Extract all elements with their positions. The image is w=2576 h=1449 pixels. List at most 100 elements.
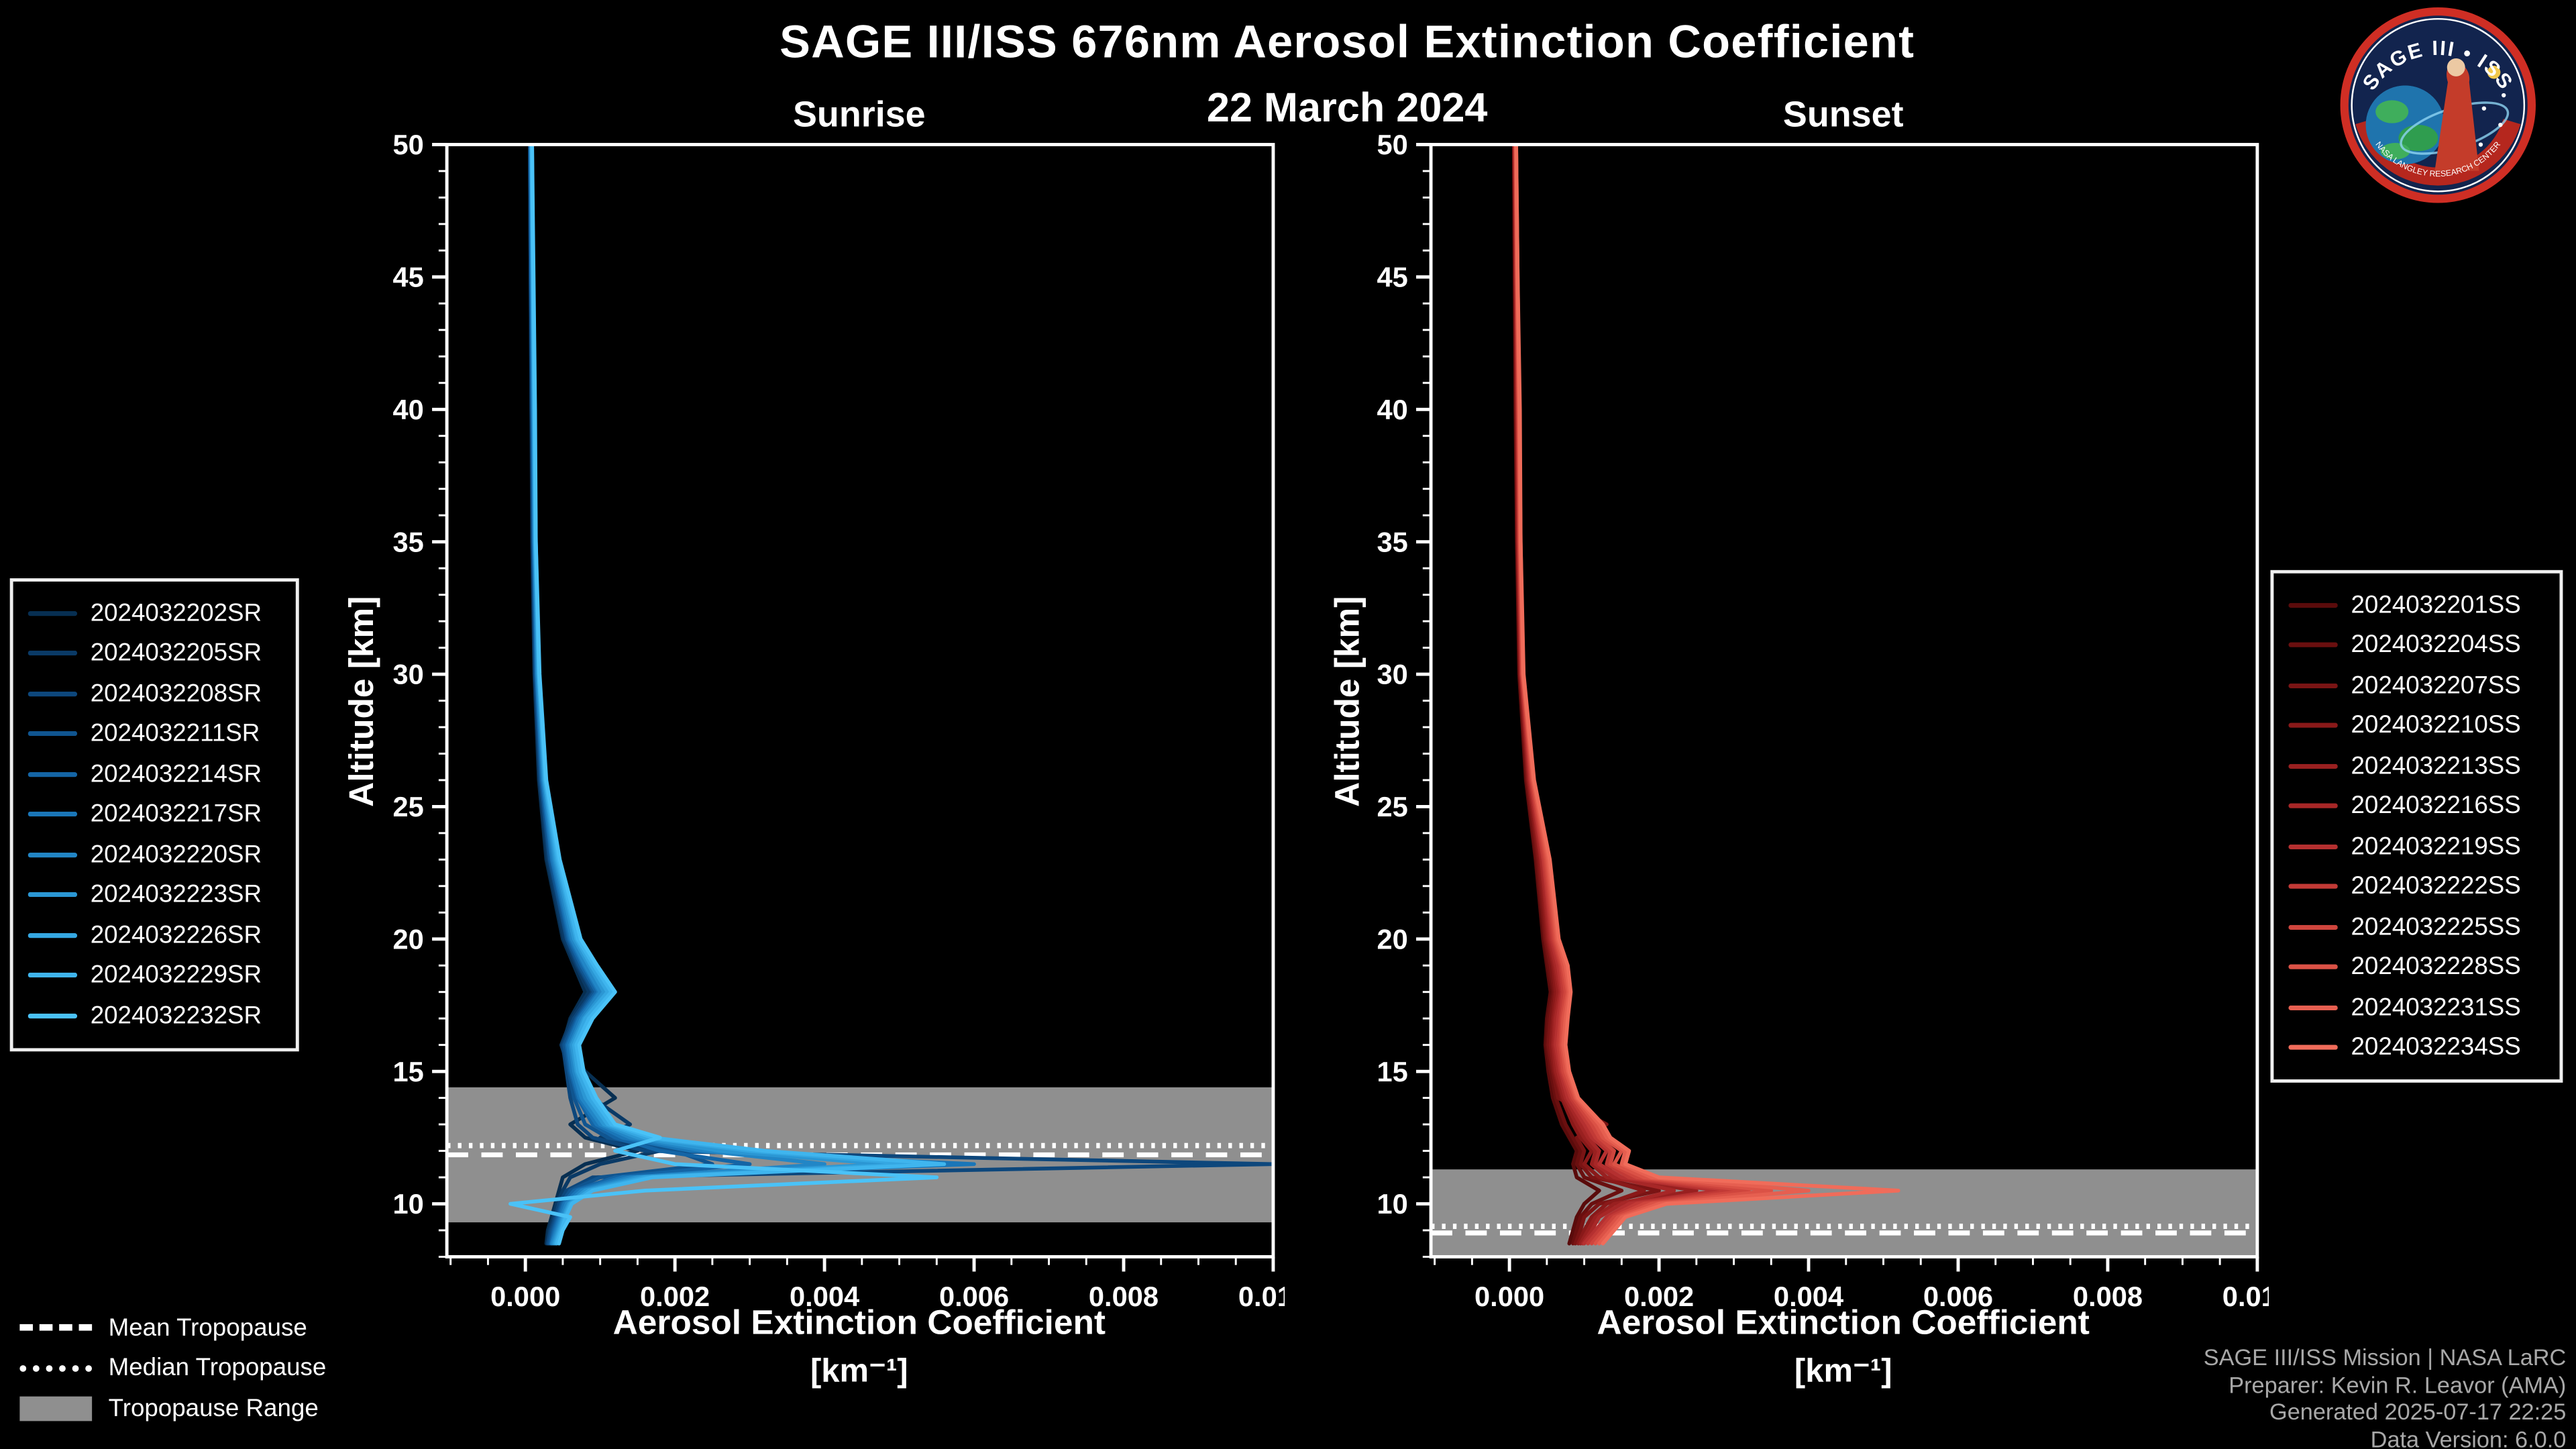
profile-2024032234SS — [1514, 144, 1900, 1246]
legend-swatch — [2288, 924, 2338, 930]
x-tick-label: 0.006 — [939, 1281, 1009, 1312]
legend-label: 2024032229SR — [90, 961, 262, 989]
y-axis-label-sunset: Altitude [km] — [1329, 596, 1367, 807]
legend-swatch — [2288, 643, 2338, 648]
legend-swatch — [2288, 1045, 2338, 1051]
x-tick-label: 0.002 — [640, 1281, 710, 1312]
y-tick-label: 35 — [1377, 526, 1407, 557]
legend-swatch — [2288, 804, 2338, 809]
profile-2024032219SS — [1513, 144, 1721, 1246]
sunrise-legend: 2024032202SR 2024032205SR 2024032208SR 2024… — [9, 578, 299, 1051]
legend-swatch — [28, 651, 78, 656]
date-subtitle: 22 March 2024 — [1206, 85, 1488, 131]
profile-2024032220SR — [529, 144, 826, 1246]
credits: SAGE III/ISS Mission | NASA LaRC Prepare… — [2204, 1344, 2567, 1449]
legend-item: 2024032223SR — [28, 875, 280, 915]
mean-tropopause-legend-item: Mean Tropopause — [19, 1307, 326, 1348]
tropopause-legend: Mean Tropopause Median Tropopause Tropop… — [19, 1307, 326, 1428]
mean-tropopause-swatch — [19, 1324, 93, 1332]
legend-label: 2024032204SS — [2351, 631, 2521, 659]
y-tick-label: 15 — [1377, 1056, 1407, 1087]
legend-item: 2024032219SS — [2288, 826, 2543, 867]
y-tick-label: 35 — [393, 526, 424, 557]
legend-label: 2024032201SS — [2351, 591, 2521, 619]
logo-star — [2502, 93, 2506, 98]
legend-label: 2024032213SS — [2351, 752, 2521, 780]
median-tropopause-legend-item: Median Tropopause — [19, 1348, 326, 1388]
sunset-legend: 2024032201SS 2024032204SS 2024032207SS 2024… — [2270, 570, 2563, 1083]
legend-swatch — [28, 892, 78, 898]
legend-swatch — [2288, 602, 2338, 608]
y-tick-label: 45 — [1377, 262, 1407, 293]
x-tick-label: 0.008 — [1089, 1281, 1159, 1312]
legend-item: 2024032208SR — [28, 674, 280, 714]
logo-sun — [2487, 65, 2501, 79]
legend-item: 2024032232SR — [28, 996, 280, 1036]
legend-label: 2024032207SS — [2351, 672, 2521, 700]
legend-swatch — [28, 771, 78, 777]
profile-2024032208SR — [528, 144, 1273, 1246]
tropopause-range-swatch — [19, 1396, 93, 1421]
legend-label: 2024032226SR — [90, 921, 262, 949]
legend-label: 2024032234SS — [2351, 1034, 2521, 1062]
x-tick-label: 0.010 — [2222, 1281, 2269, 1312]
legend-label: 2024032202SR — [90, 599, 262, 627]
x-axis-label-sunrise: Aerosol Extinction Coefficient — [612, 1304, 1106, 1342]
median-tropopause-swatch — [19, 1364, 93, 1372]
profile-2024032216SS — [1513, 144, 1676, 1246]
y-tick-label: 50 — [1377, 129, 1407, 160]
profile-2024032210SS — [1513, 144, 1646, 1246]
legend-item: 2024032229SR — [28, 955, 280, 996]
logo-earth — [2365, 85, 2445, 164]
panel-title-sunrise: Sunrise — [792, 93, 926, 135]
legend-label: 2024032219SS — [2351, 833, 2521, 861]
x-axis-units-sunset: [km⁻¹] — [1794, 1353, 1892, 1390]
legend-item: 2024032214SR — [28, 754, 280, 794]
x-axis-units-sunrise: [km⁻¹] — [810, 1353, 908, 1390]
legend-label: 2024032214SR — [90, 760, 262, 788]
tropopause-range-legend-item: Tropopause Range — [19, 1388, 326, 1428]
legend-swatch — [2288, 844, 2338, 849]
x-axis-label-sunset: Aerosol Extinction Coefficient — [1597, 1304, 2090, 1342]
y-tick-label: 20 — [1377, 923, 1407, 955]
profile-2024032214SR — [529, 144, 752, 1246]
legend-item: 2024032204SS — [2288, 625, 2543, 665]
x-tick-label: 0.004 — [790, 1281, 859, 1312]
legend-swatch — [2288, 965, 2338, 970]
legend-item: 2024032213SS — [2288, 746, 2543, 786]
legend-label: 2024032225SS — [2351, 913, 2521, 941]
legend-label: 2024032217SR — [90, 800, 262, 828]
y-tick-label: 25 — [393, 791, 424, 822]
y-tick-label: 50 — [393, 129, 424, 160]
logo-star — [2498, 122, 2503, 127]
legend-swatch — [28, 973, 78, 978]
logo-figure — [2434, 62, 2479, 171]
tropopause-range-band — [1431, 1169, 2257, 1257]
x-tick-label: 0.010 — [1238, 1281, 1285, 1312]
legend-label: 2024032216SS — [2351, 792, 2521, 820]
x-tick-label: 0.008 — [2073, 1281, 2143, 1312]
tropopause-range-label: Tropopause Range — [108, 1394, 319, 1423]
logo-star — [2478, 142, 2483, 147]
legend-swatch — [2288, 683, 2338, 688]
legend-item: 2024032207SS — [2288, 665, 2543, 706]
legend-item: 2024032226SR — [28, 915, 280, 955]
mean-tropopause-label: Mean Tropopause — [108, 1313, 307, 1342]
legend-swatch — [28, 1013, 78, 1018]
legend-label: 2024032231SS — [2351, 994, 2521, 1022]
credit-line-version: Data Version: 6.0.0 — [2370, 1425, 2567, 1449]
legend-item: 2024032211SR — [28, 714, 280, 754]
x-tick-label: 0.000 — [1474, 1281, 1544, 1312]
legend-label: 2024032210SS — [2351, 712, 2521, 740]
legend-swatch — [28, 610, 78, 616]
x-tick-label: 0.006 — [1923, 1281, 1993, 1312]
legend-item: 2024032234SS — [2288, 1028, 2543, 1068]
x-tick-label: 0.002 — [1624, 1281, 1694, 1312]
profile-2024032211SR — [529, 144, 714, 1246]
y-tick-label: 40 — [393, 394, 424, 425]
profile-2024032232SR — [508, 144, 939, 1246]
y-tick-label: 15 — [393, 1056, 424, 1087]
y-tick-label: 30 — [1377, 659, 1407, 690]
legend-item: 2024032216SS — [2288, 786, 2543, 826]
